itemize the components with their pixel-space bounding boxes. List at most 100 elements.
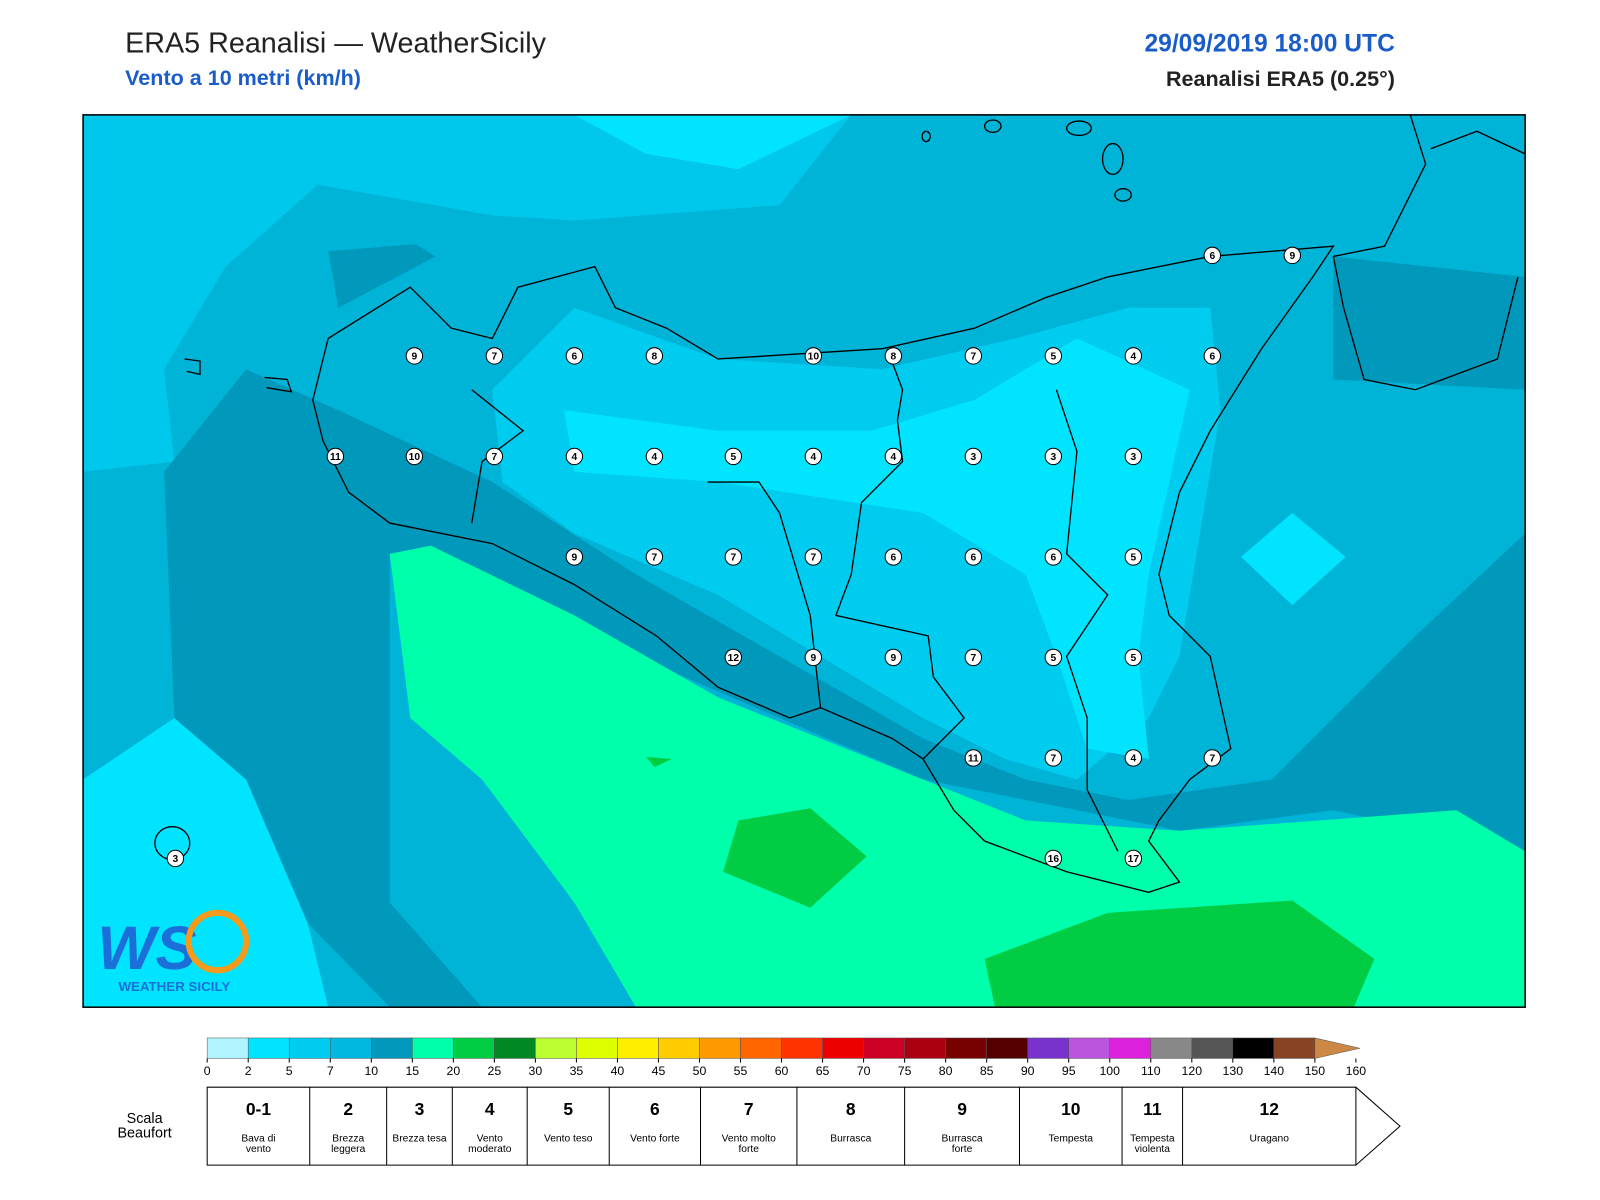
station-value: 9 <box>412 351 418 362</box>
colorbar-cell <box>986 1037 1028 1059</box>
station-value: 9 <box>1289 251 1295 262</box>
colorbar-cell <box>1109 1037 1152 1059</box>
station-marker <box>1124 749 1143 767</box>
datetime: 29/09/2019 18:00 UTC <box>1144 29 1395 58</box>
beaufort-force: 0-1 <box>246 1099 271 1119</box>
station-marker <box>485 347 504 365</box>
colorbar-tick-label: 110 <box>1141 1064 1161 1078</box>
colorbar-cell <box>617 1037 659 1059</box>
logo: WS WEATHER SICILY <box>97 909 250 994</box>
station-marker <box>884 347 903 365</box>
colorbar-tick-label: 35 <box>570 1064 584 1078</box>
station-marker <box>724 648 743 667</box>
station-marker <box>884 548 903 566</box>
colorbar-tick-label: 40 <box>611 1064 625 1078</box>
station-value: 8 <box>890 351 896 362</box>
title: ERA5 Reanalisi — WeatherSicily <box>125 26 546 59</box>
coastline <box>154 114 1526 894</box>
beaufort-force: 7 <box>744 1099 754 1119</box>
beaufort-desc: Burrasca <box>830 1133 872 1145</box>
station-marker <box>645 548 664 566</box>
station-marker <box>405 447 424 466</box>
colorbar-tick-label: 65 <box>816 1064 830 1078</box>
station-value: 6 <box>970 553 976 564</box>
colorbar-cell <box>576 1037 618 1059</box>
station-value: 7 <box>492 351 498 362</box>
station-value: 6 <box>1209 351 1215 362</box>
beaufort-desc: Brezza tesa <box>392 1133 447 1145</box>
colorbar-cell <box>1150 1037 1193 1059</box>
station-marker <box>964 347 983 365</box>
colorbar-tick-label: 50 <box>693 1064 707 1078</box>
colorbar-tick-label: 120 <box>1182 1064 1203 1078</box>
colorbar-cell <box>412 1037 454 1059</box>
station-value: 4 <box>1130 754 1136 765</box>
station-value: 9 <box>810 653 816 664</box>
station-marker <box>1044 849 1063 868</box>
station-marker <box>724 447 743 466</box>
svg-text:WS: WS <box>97 914 196 983</box>
station-marker <box>1124 849 1143 868</box>
station-value: 7 <box>1050 754 1056 765</box>
station-marker <box>565 447 584 466</box>
colorbar-tick-label: 150 <box>1305 1064 1326 1078</box>
colorbar-cell <box>1191 1037 1234 1059</box>
station-marker <box>964 548 983 566</box>
station-value: 11 <box>968 754 979 765</box>
station-marker <box>804 447 823 466</box>
station-marker <box>804 548 823 566</box>
station-marker <box>1283 246 1302 265</box>
station-marker <box>166 849 185 868</box>
station-value: 17 <box>1128 854 1140 865</box>
beaufort-force: 6 <box>650 1099 660 1119</box>
colorbar-cell <box>1232 1037 1275 1059</box>
beaufort-force: 9 <box>957 1099 967 1119</box>
station-value: 7 <box>492 452 498 463</box>
colorbar-tick-label: 25 <box>488 1064 502 1078</box>
station-marker <box>964 447 983 466</box>
station-marker <box>565 347 584 365</box>
colorbar-tick-label: 15 <box>405 1064 419 1078</box>
station-marker <box>1203 246 1222 265</box>
station-marker <box>1044 447 1063 466</box>
beaufort-desc: Vento forte <box>630 1133 680 1145</box>
colorbar-cell <box>329 1037 372 1059</box>
colorbar-cell <box>206 1037 249 1059</box>
colorbar-cell <box>904 1037 946 1059</box>
colorbar-cell <box>699 1037 741 1059</box>
beaufort-force: 2 <box>343 1099 353 1119</box>
station-marker <box>1124 548 1143 566</box>
station-value: 5 <box>1050 653 1056 664</box>
station-value: 11 <box>330 452 341 463</box>
station-marker <box>565 548 584 566</box>
station-value: 5 <box>1050 351 1056 362</box>
beaufort-force: 11 <box>1143 1099 1162 1119</box>
beaufort-label: Scala Beaufort <box>117 1109 172 1141</box>
station-marker <box>645 347 664 365</box>
colorbar-tick-label: 90 <box>1021 1064 1035 1078</box>
station-value: 3 <box>970 452 976 463</box>
beaufort-desc: Tempesta violenta <box>1130 1133 1175 1155</box>
beaufort-force: 12 <box>1260 1099 1279 1119</box>
station-marker <box>804 648 823 667</box>
colorbar-cell <box>247 1037 290 1059</box>
station-value: 10 <box>808 351 820 362</box>
colorbar-tick-label: 75 <box>898 1064 912 1078</box>
wind-field <box>83 114 1526 1008</box>
station-marker <box>1044 648 1063 667</box>
colorbar-tick-label: 2 <box>245 1064 252 1078</box>
station-value: 7 <box>970 351 976 362</box>
station-marker <box>1203 347 1222 365</box>
station-value: 3 <box>173 854 179 865</box>
station-value: 16 <box>1048 854 1060 865</box>
station-value: 7 <box>810 553 816 564</box>
beaufort-desc: Burrasca forte <box>941 1133 983 1155</box>
station-marker <box>326 447 345 466</box>
colorbar-tick-label: 130 <box>1223 1064 1244 1078</box>
station-value: 3 <box>1130 452 1136 463</box>
colorbar-cell <box>863 1037 905 1059</box>
station-value: 9 <box>572 553 578 564</box>
station-marker <box>964 648 983 667</box>
station-marker <box>1124 447 1143 466</box>
